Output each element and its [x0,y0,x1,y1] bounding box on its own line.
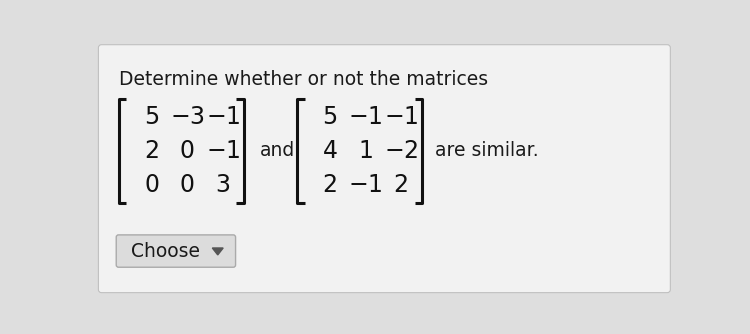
Polygon shape [212,248,223,255]
Text: $-$1: $-$1 [206,105,240,129]
Text: 4: 4 [322,139,338,163]
FancyBboxPatch shape [116,235,236,267]
Text: $-$1: $-$1 [348,173,382,197]
Text: Determine whether or not the matrices: Determine whether or not the matrices [118,70,488,89]
Text: $-$1: $-$1 [384,105,418,129]
Text: are similar.: are similar. [435,142,538,160]
Text: $-$1: $-$1 [348,105,382,129]
Text: $-$2: $-$2 [384,139,418,163]
Text: $-$3: $-$3 [170,105,205,129]
Text: 0: 0 [180,139,195,163]
Text: and: and [260,142,295,160]
Text: 5: 5 [144,105,159,129]
Text: $-$1: $-$1 [206,139,240,163]
Text: 2: 2 [322,173,338,197]
Text: Choose: Choose [131,241,200,261]
Text: 1: 1 [358,139,373,163]
FancyBboxPatch shape [98,45,670,293]
Text: 3: 3 [215,173,230,197]
Text: 5: 5 [322,105,338,129]
Text: 2: 2 [394,173,409,197]
Text: 0: 0 [144,173,159,197]
Text: 2: 2 [144,139,159,163]
Text: 0: 0 [180,173,195,197]
